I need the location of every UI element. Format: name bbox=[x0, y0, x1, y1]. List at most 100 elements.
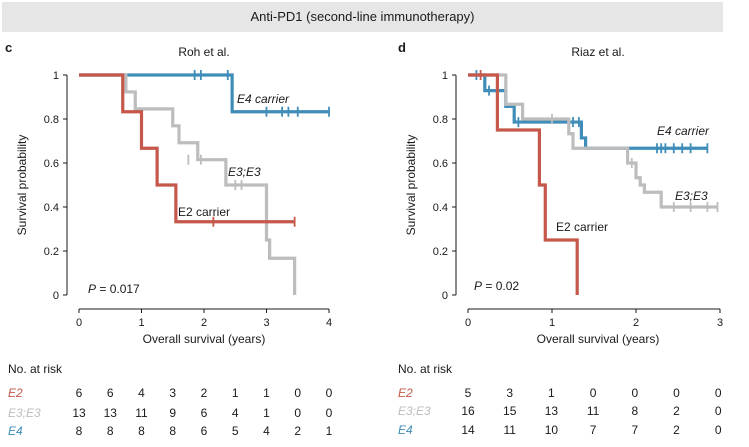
risk-cell: 3 bbox=[169, 386, 176, 400]
risk-cell: 0 bbox=[590, 386, 597, 400]
risk-cell: 6 bbox=[201, 424, 208, 438]
risk-cell: 8 bbox=[76, 424, 83, 438]
y-axis-label: Survival probability bbox=[15, 135, 29, 236]
risk-cell: 8 bbox=[631, 404, 638, 418]
x-axis-label: Overall survival (years) bbox=[143, 332, 266, 346]
risk-cell: 0 bbox=[326, 406, 333, 420]
risk-cell: 14 bbox=[461, 423, 475, 437]
risk-cell: 0 bbox=[715, 386, 722, 400]
risk-cell: 7 bbox=[590, 423, 597, 437]
series-label-E4: E4 carrier bbox=[237, 92, 290, 106]
chart-title: Riaz et al. bbox=[571, 45, 624, 59]
risk-cell: 7 bbox=[631, 423, 638, 437]
chart-title: Roh et al. bbox=[178, 45, 229, 59]
risk-cell: 2 bbox=[673, 423, 680, 437]
survival-curve-E3E3 bbox=[79, 73, 297, 295]
series-label-E3E3: E3;E3 bbox=[675, 189, 708, 203]
y-tick-label: 0.8 bbox=[433, 114, 448, 126]
risk-cell: 5 bbox=[465, 386, 472, 400]
p-value-symbol: P bbox=[88, 282, 96, 296]
risk-cell: 6 bbox=[76, 386, 83, 400]
p-value-text: = 0.017 bbox=[96, 282, 140, 296]
risk-cell: 1 bbox=[263, 406, 270, 420]
y-tick-label: 1 bbox=[53, 70, 59, 82]
risk-cell: 0 bbox=[294, 406, 301, 420]
risk-cell: 6 bbox=[107, 386, 114, 400]
risk-cell: 1 bbox=[326, 424, 333, 438]
risk-cell: 1 bbox=[232, 386, 239, 400]
risk-cell: 15 bbox=[503, 404, 517, 418]
y-tick-label: 0.8 bbox=[44, 114, 59, 126]
figure-banner: Anti-PD1 (second-line immunotherapy) bbox=[2, 2, 723, 32]
x-tick-label: 4 bbox=[326, 317, 332, 329]
risk-cell: 2 bbox=[294, 424, 301, 438]
risk-table-header: No. at risk bbox=[398, 362, 453, 376]
x-tick-label: 0 bbox=[76, 317, 82, 329]
risk-cell: 4 bbox=[138, 386, 145, 400]
x-tick-label: 0 bbox=[465, 317, 471, 329]
risk-cell: 2 bbox=[673, 404, 680, 418]
risk-cell: 11 bbox=[503, 423, 516, 437]
x-axis-label: Overall survival (years) bbox=[537, 332, 660, 346]
x-tick-label: 3 bbox=[717, 317, 723, 329]
risk-cell: 3 bbox=[506, 386, 513, 400]
risk-cell: 1 bbox=[263, 386, 270, 400]
risk-cell: 2 bbox=[201, 386, 208, 400]
risk-cell: 13 bbox=[545, 404, 559, 418]
x-tick-label: 2 bbox=[633, 317, 639, 329]
risk-table-header: No. at risk bbox=[8, 362, 63, 376]
p-value-symbol: P bbox=[474, 279, 482, 293]
survival-curve-E2 bbox=[468, 73, 579, 295]
y-tick-label: 1 bbox=[442, 70, 448, 82]
risk-row-label-E2: E2 bbox=[398, 386, 413, 400]
x-tick-label: 1 bbox=[549, 317, 555, 329]
x-tick-label: 2 bbox=[201, 317, 207, 329]
risk-cell: 1 bbox=[548, 386, 555, 400]
p-value: P = 0.017 bbox=[88, 282, 140, 296]
y-tick-label: 0.6 bbox=[44, 158, 59, 170]
risk-cell: 9 bbox=[169, 406, 176, 420]
y-tick-label: 0.2 bbox=[433, 246, 448, 258]
risk-cell: 0 bbox=[715, 404, 722, 418]
risk-cell: 8 bbox=[107, 424, 114, 438]
risk-cell: 11 bbox=[135, 406, 148, 420]
y-axis-label: Survival probability bbox=[404, 135, 418, 236]
p-value-text: = 0.02 bbox=[482, 279, 519, 293]
risk-cell: 0 bbox=[294, 386, 301, 400]
y-tick-label: 0.2 bbox=[44, 246, 59, 258]
risk-cell: 16 bbox=[461, 404, 475, 418]
risk-cell: 11 bbox=[587, 404, 600, 418]
survival-curve-E2 bbox=[79, 73, 295, 224]
x-tick-label: 1 bbox=[138, 317, 144, 329]
y-tick-label: 0.6 bbox=[433, 158, 448, 170]
risk-row-label-E3E3: E3;E3 bbox=[398, 404, 431, 418]
risk-row-label-E4: E4 bbox=[8, 424, 23, 438]
x-tick-label: 3 bbox=[263, 317, 269, 329]
survival-curve-E4 bbox=[79, 73, 329, 114]
risk-cell: 5 bbox=[232, 424, 239, 438]
risk-row-label-E4: E4 bbox=[398, 423, 413, 437]
risk-cell: 8 bbox=[138, 424, 145, 438]
risk-cell: 13 bbox=[104, 406, 118, 420]
risk-cell: 8 bbox=[169, 424, 176, 438]
risk-cell: 13 bbox=[72, 406, 86, 420]
y-tick-label: 0.4 bbox=[433, 202, 448, 214]
panel-letter: c bbox=[5, 40, 12, 55]
risk-cell: 4 bbox=[263, 424, 270, 438]
risk-cell: 0 bbox=[673, 386, 680, 400]
survival-curve-E4 bbox=[468, 73, 708, 150]
risk-cell: 0 bbox=[326, 386, 333, 400]
series-label-E3E3: E3;E3 bbox=[228, 165, 261, 179]
risk-row-label-E3E3: E3;E3 bbox=[8, 406, 41, 420]
risk-cell: 0 bbox=[631, 386, 638, 400]
y-tick-label: 0 bbox=[442, 290, 448, 302]
series-label-E2: E2 carrier bbox=[556, 220, 608, 234]
panel-letter: d bbox=[398, 40, 406, 55]
survival-curve-E3E3 bbox=[468, 73, 718, 209]
series-label-E4: E4 carrier bbox=[657, 124, 710, 138]
series-label-E2: E2 carrier bbox=[178, 205, 230, 219]
risk-cell: 10 bbox=[545, 423, 559, 437]
risk-cell: 0 bbox=[715, 423, 722, 437]
risk-row-label-E2: E2 bbox=[8, 386, 23, 400]
